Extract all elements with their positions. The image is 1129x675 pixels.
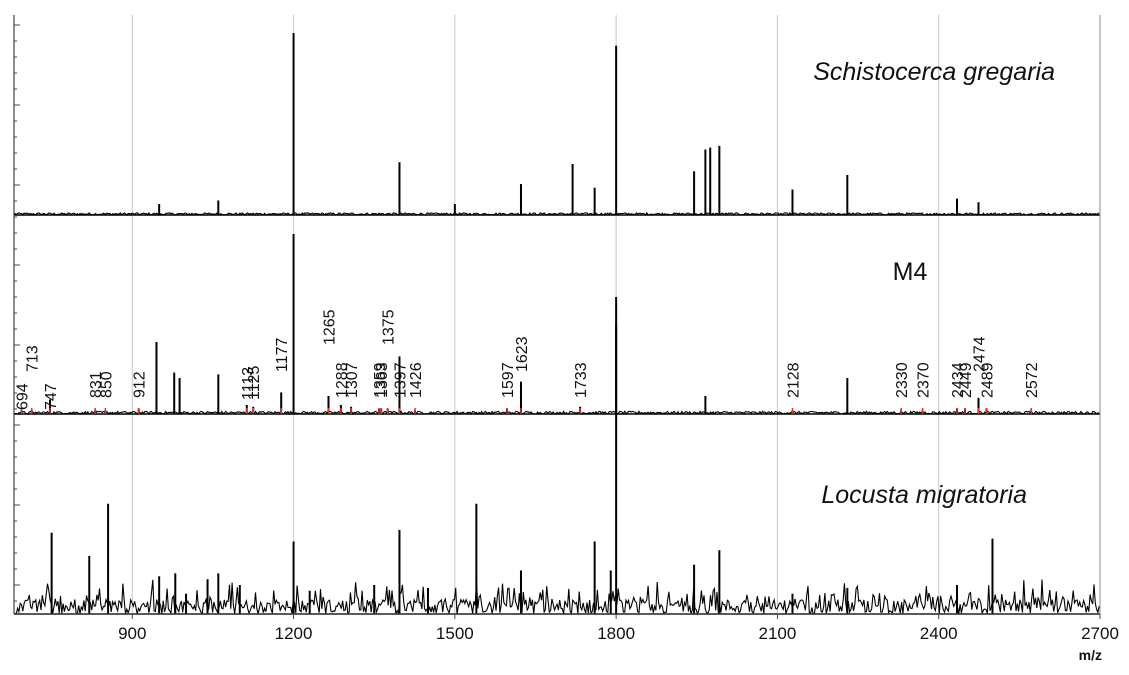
peak-label-1426: 1426 <box>408 362 425 398</box>
x-tick-label-900: 900 <box>118 624 146 643</box>
peak-label-1733: 1733 <box>573 362 590 398</box>
peak-label-694: 694 <box>15 383 32 410</box>
peak-label-2370: 2370 <box>916 362 933 398</box>
peak-label-1359: 1359 <box>372 362 389 398</box>
peak-label-2434: 2434 <box>950 362 967 398</box>
peak-label-1597: 1597 <box>500 362 517 398</box>
peak-label-1363: 1363 <box>374 362 391 398</box>
peak-label-2128: 2128 <box>785 362 802 398</box>
peak-label-1375: 1375 <box>381 309 398 345</box>
peak-label-1125: 1125 <box>246 365 263 400</box>
series-label-0: Schistocerca gregaria <box>813 58 1055 86</box>
x-tick-label-2100: 2100 <box>759 624 797 643</box>
peak-label-1177: 1177 <box>274 337 291 372</box>
series-labels: Schistocerca gregaria M4 Locusta migratori… <box>813 58 1055 509</box>
series-label-1: M4 <box>893 258 928 286</box>
peak-label-2330: 2330 <box>894 362 911 398</box>
x-tick-label-1800: 1800 <box>597 624 635 643</box>
peak-label-1288: 1288 <box>334 362 351 398</box>
grid <box>131 15 940 614</box>
peak-label-2449: 2449 <box>958 362 975 398</box>
peak-label-850: 850 <box>98 371 115 398</box>
peak-label-2489: 2489 <box>980 362 997 398</box>
x-tick-label-1500: 1500 <box>436 624 474 643</box>
series-label-2: Locusta migratoria <box>821 481 1027 509</box>
peak-label-2572: 2572 <box>1024 362 1041 398</box>
x-tick-label-2700: 2700 <box>1081 624 1119 643</box>
peak-label-1265: 1265 <box>322 309 339 345</box>
peak-label-1307: 1307 <box>344 362 361 398</box>
x-tick-label-2400: 2400 <box>920 624 958 643</box>
peak-label-713: 713 <box>25 345 42 372</box>
peak-label-1113: 1113 <box>240 367 257 400</box>
axes <box>13 15 1101 615</box>
spectra-traces <box>13 33 1100 616</box>
peak-label-1397: 1397 <box>392 362 409 398</box>
peak-label-2474: 2474 <box>971 336 988 372</box>
peak-label-747: 747 <box>43 383 60 410</box>
peak-label-831: 831 <box>88 371 105 398</box>
peak-markers <box>20 408 1032 414</box>
x-axis-ticks: 900 1200 1500 1800 2100 2400 2700 <box>118 614 1119 643</box>
series-baseline-2 <box>13 579 1100 616</box>
x-axis-label: m/z <box>1079 647 1102 663</box>
x-tick-label-1200: 1200 <box>275 624 313 643</box>
peak-label-912: 912 <box>132 371 149 398</box>
peak-label-1623: 1623 <box>514 336 531 372</box>
